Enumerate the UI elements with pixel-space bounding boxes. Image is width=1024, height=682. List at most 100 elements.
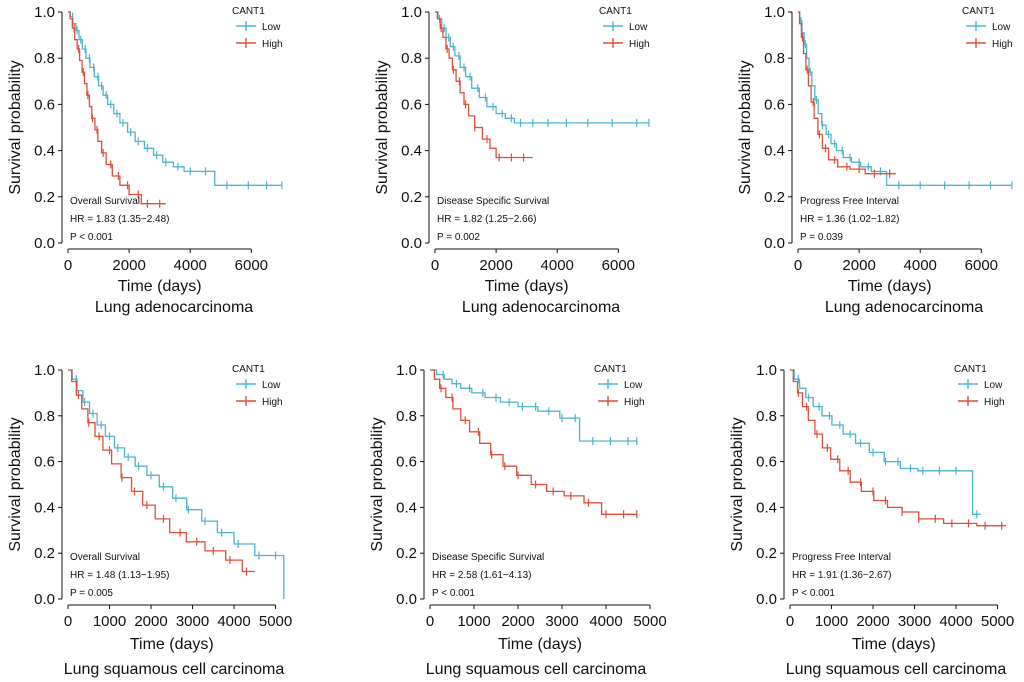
- x-tick-label: 4000: [939, 613, 972, 630]
- y-tick-label: 0.2: [764, 189, 785, 206]
- annotation-line: HR = 1.91 (1.36−2.67): [792, 570, 892, 581]
- y-tick-label: 0.6: [764, 96, 785, 113]
- panel-title: Lung adenocarcinoma: [462, 299, 620, 316]
- x-tick-label: 2000: [856, 613, 889, 630]
- survival-panel-1: 0.0 0.2 0.4 0.6 0.8 1.0 0 2000 4000 6000 Survival …: [7, 4, 283, 316]
- survival-panel-3: 0.0 0.2 0.4 0.6 0.8 1.0 0 2000 4000 6000 Survival …: [737, 4, 1013, 316]
- x-tick-label: 0: [431, 257, 439, 274]
- legend-title: CANT1: [599, 6, 632, 17]
- annotation-line: HR = 1.83 (1.35−2.48): [70, 214, 170, 225]
- legend-title: CANT1: [232, 6, 265, 17]
- y-tick-label: 0.0: [756, 591, 777, 608]
- x-tick-label: 6000: [602, 257, 635, 274]
- panel-title: Lung squamous cell carcinoma: [426, 661, 647, 678]
- annotation-line: P < 0.001: [70, 232, 113, 243]
- legend-label-low: Low: [624, 380, 643, 391]
- y-tick-label: 0.4: [756, 499, 777, 516]
- y-tick-label: 1.0: [756, 362, 777, 379]
- x-tick-label: 4000: [904, 257, 937, 274]
- legend-label-low: Low: [262, 380, 281, 391]
- legend-label-high: High: [992, 39, 1013, 50]
- y-tick-label: 0.0: [34, 235, 55, 252]
- legend-label-low: Low: [262, 22, 281, 33]
- y-tick-label: 0.8: [756, 408, 777, 425]
- legend-label-high: High: [624, 397, 645, 408]
- x-tick-label: 3000: [545, 613, 578, 630]
- x-tick-label: 2000: [842, 257, 875, 274]
- legend-label-high: High: [984, 397, 1005, 408]
- x-tick-label: 6000: [965, 257, 998, 274]
- curve-high: [68, 369, 255, 573]
- x-tick-label: 4000: [174, 257, 207, 274]
- annotation-line: P = 0.039: [800, 232, 843, 243]
- x-tick-label: 1000: [93, 613, 126, 630]
- y-axis-title: Survival probability: [7, 417, 24, 551]
- x-tick-label: 3000: [176, 613, 209, 630]
- x-tick-label: 3000: [898, 613, 931, 630]
- x-tick-label: 4000: [217, 613, 250, 630]
- y-tick-label: 0.0: [764, 235, 785, 252]
- y-tick-label: 1.0: [396, 362, 417, 379]
- legend-title: CANT1: [954, 364, 987, 375]
- y-tick-label: 1.0: [34, 362, 55, 379]
- y-tick-label: 1.0: [34, 4, 55, 21]
- y-tick-label: 0.8: [396, 408, 417, 425]
- curve-low: [798, 11, 1012, 186]
- curve-high: [798, 11, 896, 175]
- y-tick-label: 0.2: [401, 189, 422, 206]
- curve-low: [68, 369, 285, 599]
- y-tick-label: 0.8: [34, 50, 55, 67]
- x-tick-label: 0: [794, 257, 802, 274]
- y-tick-label: 0.8: [34, 408, 55, 425]
- y-axis-title: Survival probability: [737, 60, 754, 194]
- survival-panel-4: 0.0 0.2 0.4 0.6 0.8 1.0 0 1000 2000 3000 4000 5000 S…: [7, 362, 292, 678]
- x-tick-label: 2000: [479, 257, 512, 274]
- legend-title: CANT1: [962, 6, 995, 17]
- y-tick-label: 0.4: [34, 499, 55, 516]
- y-tick-label: 0.2: [34, 189, 55, 206]
- y-tick-label: 0.2: [396, 545, 417, 562]
- x-tick-label: 2000: [501, 613, 534, 630]
- y-tick-label: 1.0: [764, 4, 785, 21]
- y-tick-label: 0.2: [756, 545, 777, 562]
- annotation-line: Disease Specific Survival: [437, 196, 549, 207]
- panel-title: Lung squamous cell carcinoma: [786, 661, 1007, 678]
- x-tick-label: 1000: [815, 613, 848, 630]
- annotation-line: Progress Free Interval: [792, 552, 891, 563]
- annotation-line: HR = 1.48 (1.13−1.95): [70, 570, 170, 581]
- survival-panel-5: 0.0 0.2 0.4 0.6 0.8 1.0 0 1000 2000 3000 4000 5000 S…: [369, 362, 667, 678]
- curve-low: [430, 369, 637, 442]
- x-axis-title: Time (days): [848, 278, 932, 295]
- y-axis-title: Survival probability: [7, 60, 24, 194]
- annotation-line: Overall Survival: [70, 196, 140, 207]
- x-tick-label: 4000: [589, 613, 622, 630]
- x-tick-label: 5000: [981, 613, 1014, 630]
- y-tick-label: 0.6: [34, 454, 55, 471]
- y-tick-label: 0.6: [34, 96, 55, 113]
- panel-title: Lung adenocarcinoma: [825, 299, 983, 316]
- annotation-line: Overall Survival: [70, 552, 140, 563]
- y-tick-label: 0.0: [401, 235, 422, 252]
- y-axis-title: Survival probability: [369, 417, 386, 551]
- y-tick-label: 0.6: [756, 454, 777, 471]
- x-tick-label: 0: [64, 613, 72, 630]
- curve-low: [790, 369, 981, 515]
- x-tick-label: 0: [786, 613, 794, 630]
- y-axis-title: Survival probability: [374, 60, 391, 194]
- x-axis-title: Time (days): [118, 278, 202, 295]
- x-axis-title: Time (days): [485, 278, 569, 295]
- y-tick-label: 0.0: [34, 591, 55, 608]
- annotation-line: P < 0.001: [432, 588, 475, 599]
- y-tick-label: 0.0: [396, 591, 417, 608]
- y-tick-label: 0.8: [764, 50, 785, 67]
- annotation-line: P = 0.002: [437, 232, 480, 243]
- curve-high: [430, 369, 637, 515]
- legend-label-high: High: [629, 39, 650, 50]
- y-axis-title: Survival probability: [729, 417, 746, 551]
- x-tick-label: 5000: [259, 613, 292, 630]
- survival-panel-6: 0.0 0.2 0.4 0.6 0.8 1.0 0 1000 2000 3000 4000 5000 S…: [729, 362, 1014, 678]
- curve-low: [435, 11, 649, 124]
- y-tick-label: 0.4: [396, 499, 417, 516]
- survival-panel-2: 0.0 0.2 0.4 0.6 0.8 1.0 0 2000 4000 6000 Survival …: [374, 4, 650, 316]
